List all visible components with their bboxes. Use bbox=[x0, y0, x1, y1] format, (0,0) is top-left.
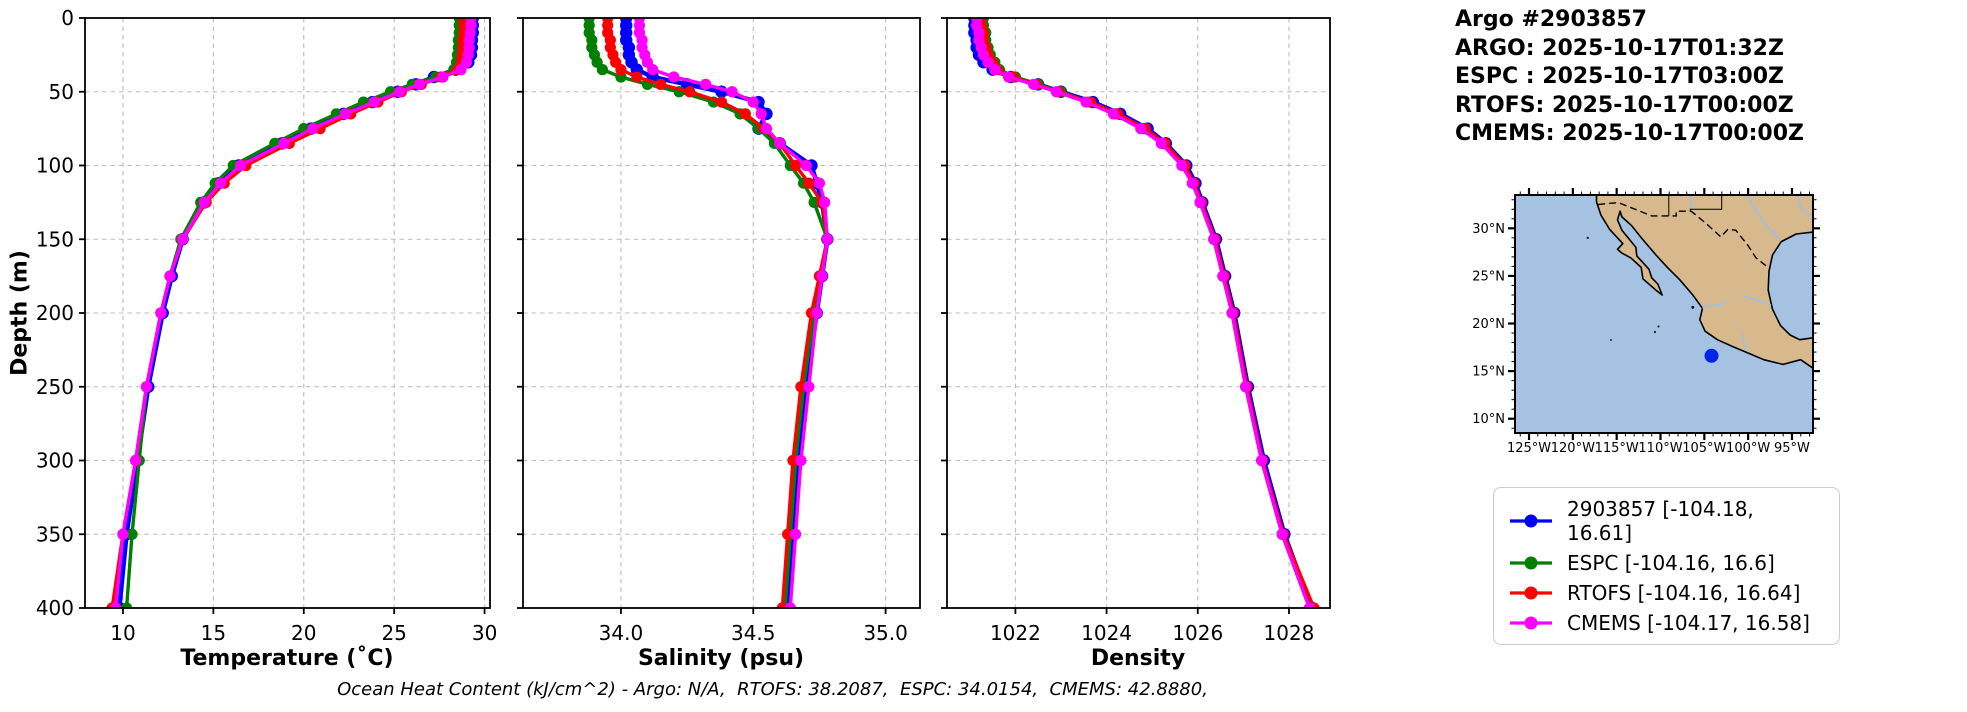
salinity-series-group bbox=[583, 18, 834, 608]
density-axis-title: Density bbox=[1090, 646, 1186, 671]
legend-marker-icon bbox=[1510, 586, 1552, 600]
legend-label: ESPC [-104.16, 16.6] bbox=[1567, 551, 1775, 575]
river bbox=[1702, 301, 1728, 310]
depth-axis-label: Depth (m) bbox=[7, 250, 33, 376]
map-lat-label: 20°N bbox=[1472, 317, 1505, 332]
argo-timestamp: ARGO: 2025-10-17T01:32Z bbox=[1455, 35, 1784, 61]
map-lon-label: 115°W bbox=[1595, 441, 1639, 456]
map-lat-label: 30°N bbox=[1472, 222, 1505, 237]
legend-marker-icon bbox=[1510, 616, 1552, 630]
float-title: Argo #2903857 bbox=[1455, 7, 1647, 32]
y-tick-label: 250 bbox=[36, 375, 74, 399]
y-tick-label: 300 bbox=[36, 449, 74, 473]
y-tick-label: 50 bbox=[49, 80, 74, 104]
salinity-axis-title: Salinity (psu) bbox=[637, 646, 805, 671]
us-mexico-border bbox=[1598, 201, 1771, 270]
x-tick-label: 1022 bbox=[990, 621, 1041, 645]
island bbox=[1610, 339, 1612, 341]
x-tick-label: 25 bbox=[381, 621, 406, 645]
legend-item[interactable]: ESPC [-104.16, 16.6] bbox=[1494, 548, 1839, 578]
y-tick-label: 150 bbox=[36, 227, 74, 251]
temperature-series-2903857 bbox=[113, 18, 480, 608]
ocean-heat-content-note: Ocean Heat Content (kJ/cm^2) - Argo: N/A… bbox=[337, 679, 1208, 700]
location-map[interactable]: 125°W 120°W 115°W 110°W 105°W 100°W 95°W 30°N 25… bbox=[1472, 188, 1820, 456]
legend-item[interactable]: RTOFS [-104.16, 16.64] bbox=[1494, 578, 1839, 608]
panel-density: 1022 1024 1026 1028 bbox=[941, 17, 1331, 645]
salinity-series-CMEMS bbox=[633, 18, 833, 608]
density-series-group bbox=[968, 18, 1320, 608]
espc-timestamp: ESPC : 2025-10-17T03:00Z bbox=[1455, 64, 1784, 89]
legend: 2903857 [-104.18, 16.61] ESPC [-104.16, 1… bbox=[1493, 487, 1840, 645]
river bbox=[1741, 332, 1749, 353]
legend-marker-icon bbox=[1510, 514, 1552, 528]
float-position-marker[interactable] bbox=[1704, 348, 1719, 363]
x-tick-label: 34.5 bbox=[731, 621, 776, 645]
y-tick-label: 0 bbox=[61, 6, 74, 30]
map-lon-label: 95°W bbox=[1774, 441, 1810, 456]
map-lon-label: 125°W bbox=[1507, 441, 1551, 456]
mexico-landmass bbox=[1595, 194, 1814, 369]
legend-label: RTOFS [-104.16, 16.64] bbox=[1567, 581, 1801, 605]
panel-salinity: 34.0 34.5 35.0 bbox=[517, 17, 921, 645]
state-border bbox=[1689, 195, 1723, 212]
x-tick-label: 34.0 bbox=[599, 621, 644, 645]
x-tick-label: 20 bbox=[291, 621, 316, 645]
map-lat-label: 15°N bbox=[1472, 365, 1505, 380]
y-tick-label: 350 bbox=[36, 522, 74, 546]
river bbox=[1742, 295, 1772, 306]
temperature-series-group bbox=[106, 18, 480, 608]
legend-marker-icon bbox=[1510, 556, 1552, 570]
y-tick-label: 400 bbox=[36, 596, 74, 620]
island bbox=[1654, 331, 1656, 333]
x-tick-label: 15 bbox=[201, 621, 226, 645]
legend-label: CMEMS [-104.17, 16.58] bbox=[1567, 611, 1810, 635]
y-tick-label: 200 bbox=[36, 301, 74, 325]
temperature-series-CMEMS bbox=[110, 18, 477, 608]
density-series-CMEMS bbox=[971, 18, 1316, 608]
x-tick-label: 1026 bbox=[1172, 621, 1223, 645]
river bbox=[1797, 194, 1814, 217]
map-lon-label: 120°W bbox=[1551, 441, 1595, 456]
legend-item[interactable]: 2903857 [-104.18, 16.61] bbox=[1494, 494, 1839, 548]
rtofs-timestamp: RTOFS: 2025-10-17T00:00Z bbox=[1455, 92, 1794, 118]
x-tick-label: 35.0 bbox=[863, 621, 908, 645]
header-info: Argo #2903857 ARGO: 2025-10-17T01:32Z ES… bbox=[1455, 6, 1804, 149]
map-lon-label: 100°W bbox=[1726, 441, 1770, 456]
map-lon-label: 105°W bbox=[1682, 441, 1726, 456]
x-tick-label: 1028 bbox=[1264, 621, 1315, 645]
map-lon-label: 110°W bbox=[1638, 441, 1682, 456]
island bbox=[1586, 236, 1589, 239]
y-tick-label: 100 bbox=[36, 154, 74, 178]
island bbox=[1691, 305, 1695, 309]
x-tick-label: 1024 bbox=[1081, 621, 1132, 645]
river bbox=[1746, 194, 1780, 240]
island bbox=[1657, 325, 1660, 328]
legend-item[interactable]: CMEMS [-104.17, 16.58] bbox=[1494, 608, 1839, 638]
temperature-axis-title: Temperature (˚C) bbox=[180, 646, 394, 671]
map-lat-label: 25°N bbox=[1472, 269, 1505, 284]
map-ticks: 125°W 120°W 115°W 110°W 105°W 100°W 95°W 30°N 25… bbox=[1472, 188, 1820, 456]
legend-label: 2903857 [-104.18, 16.61] bbox=[1567, 497, 1754, 545]
x-tick-label: 30 bbox=[472, 621, 497, 645]
map-lat-label: 10°N bbox=[1472, 412, 1505, 427]
x-tick-label: 10 bbox=[110, 621, 135, 645]
cmems-timestamp: CMEMS: 2025-10-17T00:00Z bbox=[1455, 121, 1804, 146]
